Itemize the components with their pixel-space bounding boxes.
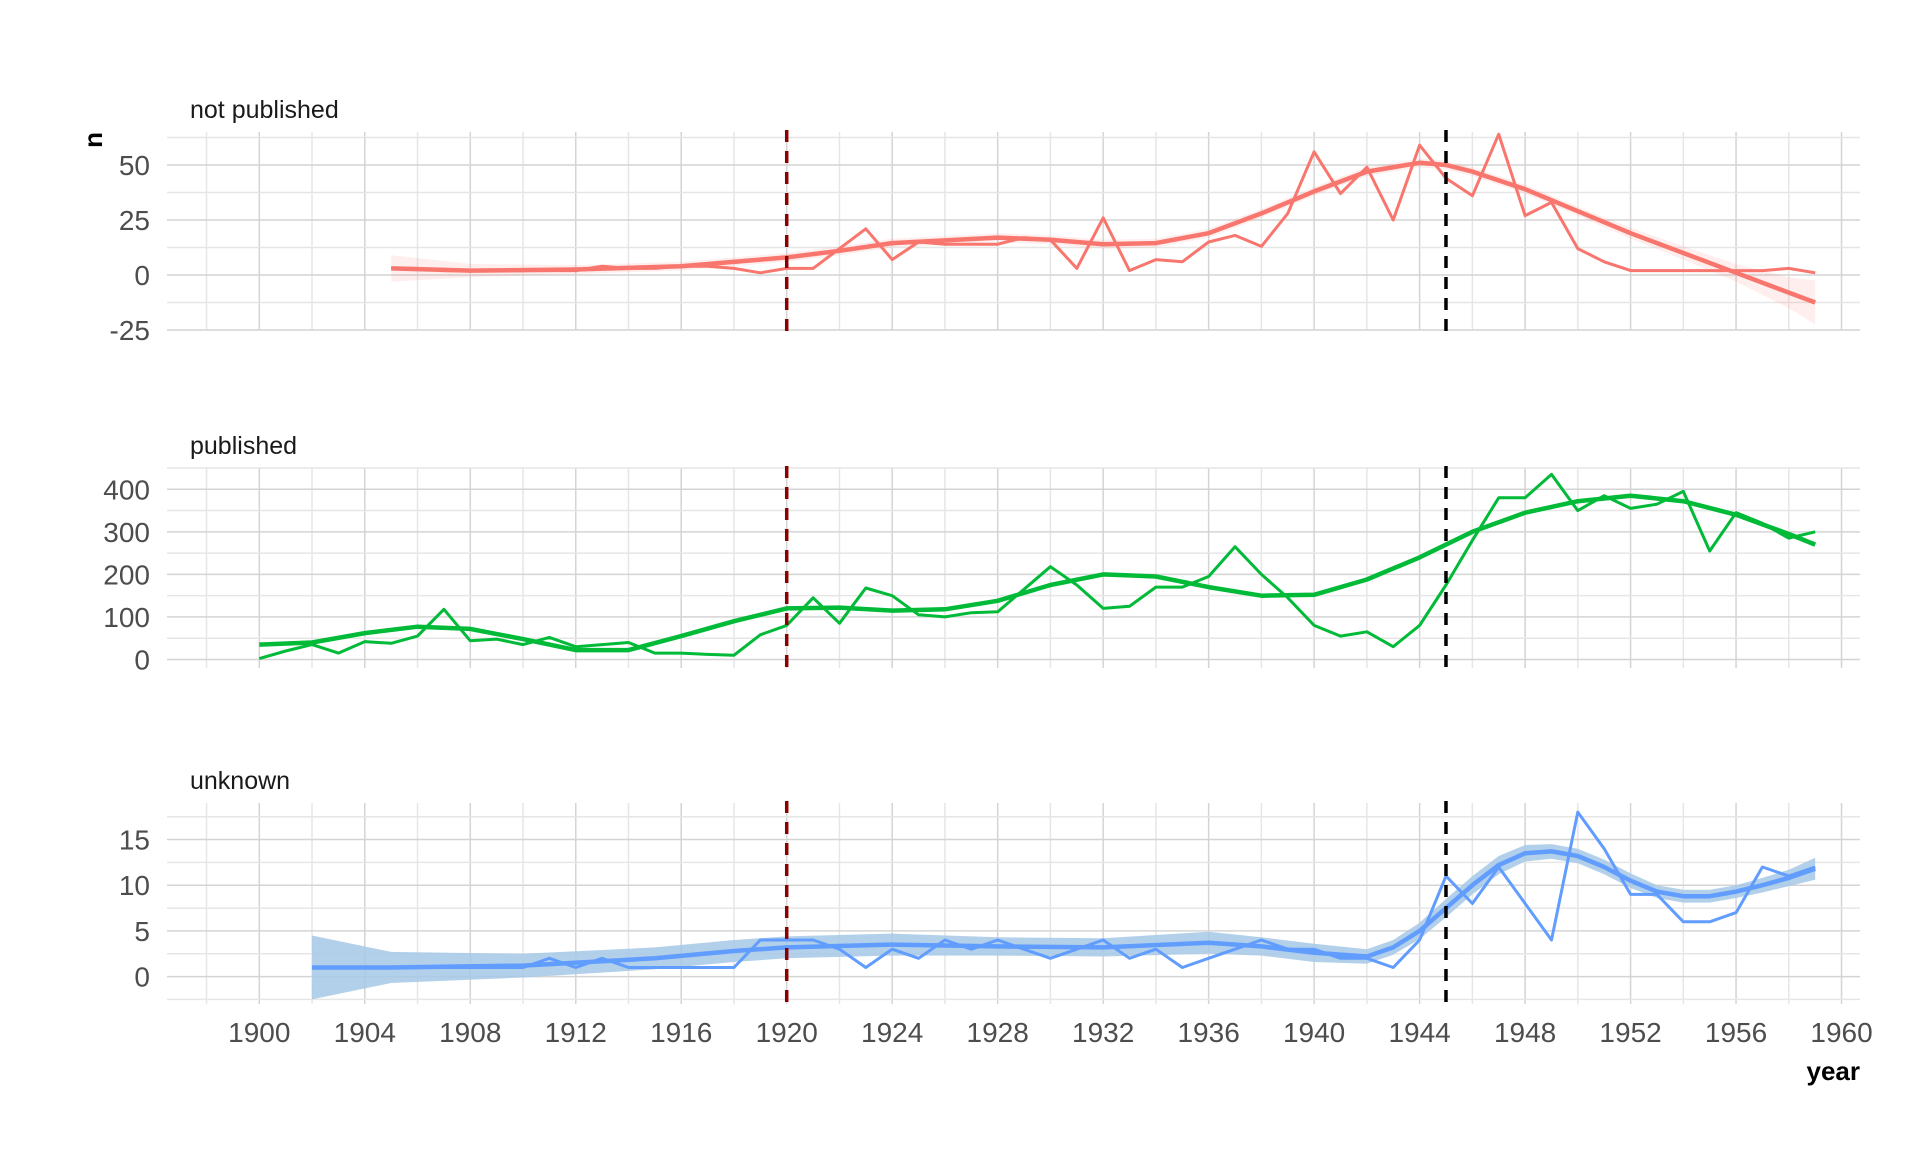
x-axis: 1900 1904 1908 1912 1916 1920 1924 1928 1932 1936… bbox=[228, 1017, 1873, 1048]
x-tick-label: 1928 bbox=[967, 1017, 1029, 1048]
x-tick-label: 1908 bbox=[439, 1017, 501, 1048]
x-tick-label: 1956 bbox=[1705, 1017, 1767, 1048]
y-axis-title: n bbox=[78, 132, 108, 148]
panel-2: 0 5 10 15 unknown bbox=[119, 767, 1860, 1008]
y-tick-label: 50 bbox=[119, 150, 150, 181]
y-tick-label: -25 bbox=[110, 315, 150, 346]
x-tick-label: 1904 bbox=[334, 1017, 396, 1048]
x-tick-label: 1900 bbox=[228, 1017, 290, 1048]
y-tick-label: 10 bbox=[119, 870, 150, 901]
x-tick-label: 1960 bbox=[1810, 1017, 1872, 1048]
x-tick-label: 1932 bbox=[1072, 1017, 1134, 1048]
y-tick-label: 0 bbox=[134, 260, 150, 291]
x-tick-label: 1952 bbox=[1599, 1017, 1661, 1048]
panel-title: not published bbox=[190, 96, 339, 124]
smooth-trend-line bbox=[312, 849, 1816, 970]
raw-series-line bbox=[258, 472, 1816, 661]
x-tick-label: 1940 bbox=[1283, 1017, 1345, 1048]
smooth-trend-line bbox=[259, 493, 1817, 653]
x-tick-label: 1924 bbox=[861, 1017, 923, 1048]
x-tick-label: 1920 bbox=[756, 1017, 818, 1048]
x-tick-label: 1944 bbox=[1388, 1017, 1450, 1048]
x-axis-title: year bbox=[1807, 1056, 1861, 1086]
y-tick-label: 200 bbox=[103, 559, 150, 590]
panel-title: published bbox=[190, 432, 297, 460]
panel-title: unknown bbox=[190, 767, 290, 795]
confidence-band bbox=[312, 844, 1816, 1000]
y-tick-label: 25 bbox=[119, 205, 150, 236]
x-tick-label: 1916 bbox=[650, 1017, 712, 1048]
y-tick-label: 400 bbox=[103, 474, 150, 505]
y-tick-label: 15 bbox=[119, 825, 150, 856]
x-tick-label: 1912 bbox=[545, 1017, 607, 1048]
y-tick-label: 0 bbox=[134, 644, 150, 675]
x-tick-label: 1948 bbox=[1494, 1017, 1556, 1048]
y-tick-label: 5 bbox=[134, 916, 150, 947]
x-tick-label: 1936 bbox=[1177, 1017, 1239, 1048]
y-tick-label: 300 bbox=[103, 517, 150, 548]
panel-1: 0 100 200 300 400 published bbox=[103, 432, 1860, 675]
confidence-band bbox=[391, 158, 1816, 325]
smooth-trend-line bbox=[391, 160, 1816, 305]
panel-0: -25 0 25 50 not published bbox=[110, 96, 1860, 346]
y-tick-label: 100 bbox=[103, 602, 150, 633]
y-tick-label: 0 bbox=[134, 962, 150, 993]
